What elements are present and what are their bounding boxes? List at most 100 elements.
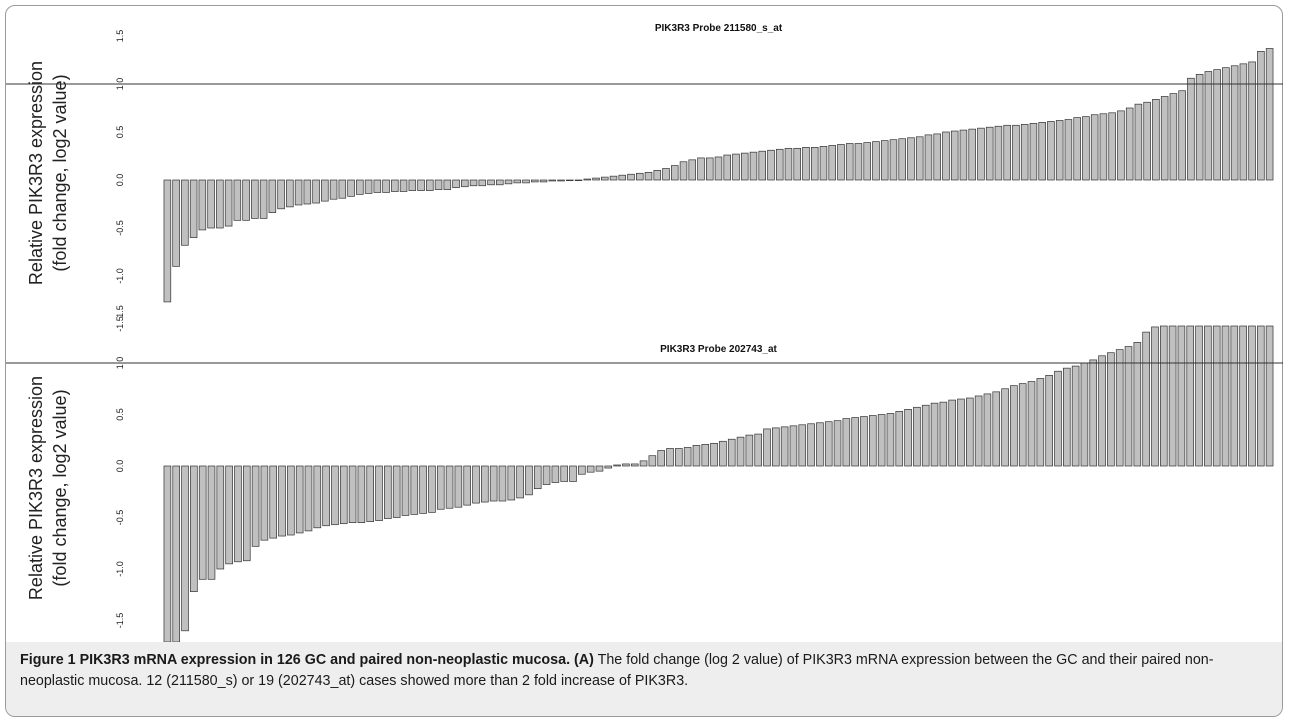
bar xyxy=(622,463,630,467)
bar xyxy=(863,142,871,181)
bar xyxy=(181,179,189,246)
y-tick-label: -0.5 xyxy=(115,220,125,236)
bar xyxy=(816,422,824,467)
bar xyxy=(942,131,950,181)
bar xyxy=(886,413,895,467)
bar xyxy=(181,465,189,632)
bar xyxy=(895,411,904,467)
bar xyxy=(950,130,959,181)
bar xyxy=(463,465,471,506)
y-axis-title: (fold change, log2 value) xyxy=(50,74,70,271)
bar xyxy=(586,465,595,473)
bar xyxy=(234,465,242,563)
bar xyxy=(732,153,740,181)
bar xyxy=(551,465,560,483)
bar xyxy=(793,147,801,181)
bar xyxy=(198,465,207,580)
bar xyxy=(1134,103,1143,181)
bar xyxy=(666,448,674,467)
bar xyxy=(1071,365,1080,467)
bar xyxy=(233,179,242,221)
bar xyxy=(807,423,815,467)
bar xyxy=(216,465,225,570)
bar xyxy=(974,395,983,467)
bar xyxy=(1089,359,1098,467)
bar xyxy=(824,421,833,467)
y-axis-title: (fold change, log2 value) xyxy=(50,389,70,586)
bar xyxy=(994,125,1003,181)
y-tick-label: 0.5 xyxy=(115,408,125,421)
bar xyxy=(736,436,745,467)
bar xyxy=(1248,61,1256,181)
bar xyxy=(775,148,784,181)
y-tick-label: 0.0 xyxy=(115,460,125,473)
bar xyxy=(294,179,303,206)
bar xyxy=(1256,325,1265,467)
bar xyxy=(798,424,807,467)
bar xyxy=(1115,349,1124,467)
bar xyxy=(1152,99,1160,181)
bar xyxy=(259,179,268,219)
bar xyxy=(533,465,542,490)
bar xyxy=(784,147,793,181)
bar xyxy=(613,464,621,467)
bar xyxy=(1047,121,1055,181)
bar xyxy=(357,465,366,524)
bar xyxy=(915,136,924,181)
bar xyxy=(461,179,469,188)
bar xyxy=(198,179,207,231)
bar xyxy=(609,175,618,181)
bar xyxy=(1204,325,1212,467)
bar xyxy=(268,179,277,213)
bar xyxy=(452,179,460,189)
bar xyxy=(513,179,522,184)
bar xyxy=(434,179,443,190)
bar xyxy=(898,138,906,181)
bar xyxy=(251,179,259,219)
bar xyxy=(924,134,933,181)
bar xyxy=(705,157,714,181)
bar xyxy=(688,159,697,181)
bar xyxy=(723,154,732,181)
chart-panel-1: PIK3R3 Probe 211580_s_at Relative PIK3R3 … xyxy=(6,23,1283,332)
bar xyxy=(710,442,718,467)
bar xyxy=(356,179,364,195)
bar xyxy=(653,170,662,181)
bar xyxy=(670,165,679,181)
bar xyxy=(860,416,868,467)
bar xyxy=(1221,325,1230,467)
bar xyxy=(675,448,683,467)
bar xyxy=(1187,77,1195,181)
bar xyxy=(1029,123,1038,181)
bar xyxy=(1159,325,1168,467)
bar xyxy=(496,179,504,186)
bar xyxy=(224,179,233,227)
bar xyxy=(842,418,851,467)
bar xyxy=(1177,325,1186,467)
figure-charts: PIK3R3 Probe 211580_s_at Relative PIK3R3 … xyxy=(6,23,1283,642)
bar xyxy=(828,145,836,181)
bar xyxy=(426,179,434,191)
bar xyxy=(789,425,798,467)
bar xyxy=(1117,110,1125,181)
bar xyxy=(683,447,692,467)
bar xyxy=(913,406,921,467)
bar xyxy=(569,465,577,482)
bar xyxy=(957,398,965,467)
bar xyxy=(366,465,374,522)
bar xyxy=(627,173,635,181)
bar xyxy=(1142,331,1150,467)
bar xyxy=(216,179,224,229)
bar xyxy=(1169,93,1178,181)
bar xyxy=(207,465,216,580)
bar xyxy=(985,126,994,181)
bar xyxy=(287,465,295,536)
y-tick-label: 1.5 xyxy=(115,305,125,318)
bar xyxy=(772,427,780,467)
bar xyxy=(373,179,382,193)
bar xyxy=(428,465,436,513)
bar xyxy=(845,143,854,181)
bar xyxy=(531,179,539,183)
bar xyxy=(636,172,644,181)
bar xyxy=(566,179,574,181)
